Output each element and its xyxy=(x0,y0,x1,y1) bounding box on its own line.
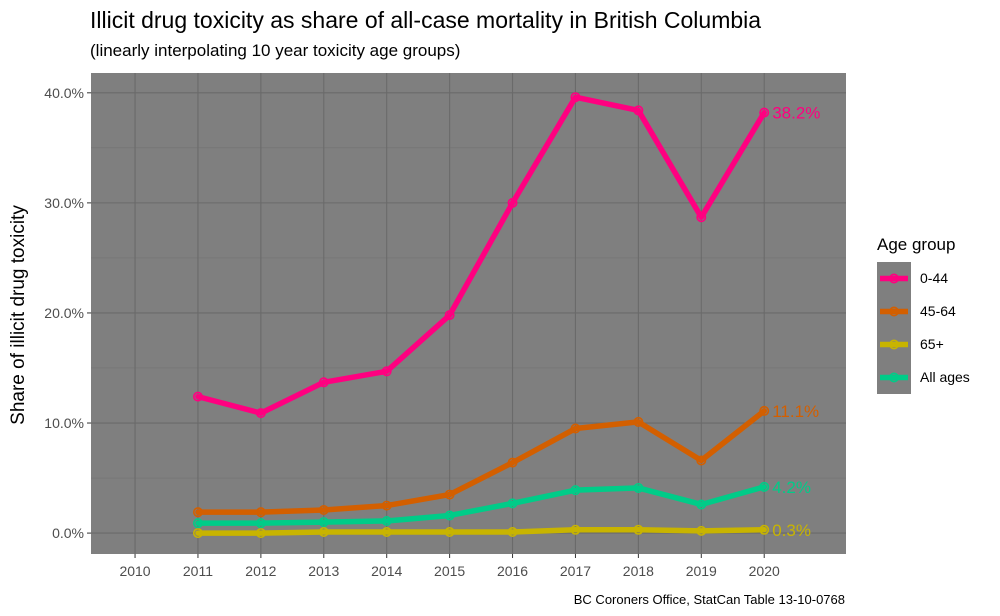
data-point xyxy=(759,524,770,535)
data-point xyxy=(444,310,455,321)
legend-key-point xyxy=(888,339,899,350)
data-point xyxy=(507,197,518,208)
data-point xyxy=(570,423,581,434)
data-point xyxy=(381,366,392,377)
x-tick-label: 2020 xyxy=(749,563,780,579)
chart-subtitle: (linearly interpolating 10 year toxicity… xyxy=(90,41,460,60)
plot-panel xyxy=(91,73,846,554)
y-axis: 0.0% 10.0% 20.0% 30.0% 40.0% xyxy=(44,85,91,541)
chart-caption: BC Coroners Office, StatCan Table 13-10-… xyxy=(574,592,845,607)
data-point xyxy=(633,524,644,535)
data-point xyxy=(507,526,518,537)
x-tick-label: 2011 xyxy=(183,563,213,579)
x-axis: 2010 2011 2012 2013 2014 2015 2016 2017 2018 2019… xyxy=(119,554,780,579)
legend-label: 45-64 xyxy=(920,303,956,319)
data-point xyxy=(759,481,770,492)
end-value-label: 38.2% xyxy=(772,104,820,123)
x-tick-label: 2013 xyxy=(308,563,339,579)
chart-title: Illicit drug toxicity as share of all-ca… xyxy=(90,7,761,33)
y-tick-label: 10.0% xyxy=(44,415,84,431)
data-point xyxy=(570,524,581,535)
data-point xyxy=(381,515,392,526)
y-tick-label: 0.0% xyxy=(52,525,84,541)
data-point xyxy=(570,92,581,103)
series-line xyxy=(195,94,767,416)
data-point xyxy=(192,518,203,529)
end-labels: 38.2% 11.1% 0.3% 4.2% xyxy=(772,104,820,540)
legend: 0-44 45-64 65+ All ages xyxy=(877,262,970,394)
data-point xyxy=(507,457,518,468)
end-value-label: 11.1% xyxy=(772,402,819,421)
end-value-label: 4.2% xyxy=(772,478,811,497)
data-point xyxy=(759,405,770,416)
x-tick-label: 2018 xyxy=(623,563,654,579)
series-line xyxy=(195,527,767,536)
data-point xyxy=(192,391,203,402)
legend-key-point xyxy=(888,306,899,317)
legend-label: 65+ xyxy=(920,336,944,352)
legend-key-point xyxy=(888,273,899,284)
series-line xyxy=(195,484,767,526)
x-tick-label: 2010 xyxy=(119,563,150,579)
data-point xyxy=(444,510,455,521)
data-point xyxy=(507,498,518,509)
data-point xyxy=(696,212,707,223)
data-point xyxy=(255,507,266,518)
data-point xyxy=(255,528,266,539)
y-axis-label: Share of illicit drug toxicity xyxy=(8,205,29,425)
data-point xyxy=(255,408,266,419)
data-point xyxy=(633,416,644,427)
data-point xyxy=(318,526,329,537)
data-point xyxy=(444,489,455,500)
data-point xyxy=(192,507,203,518)
legend-label: 0-44 xyxy=(920,270,948,286)
data-point xyxy=(696,499,707,510)
x-tick-label: 2014 xyxy=(371,563,402,579)
x-tick-label: 2012 xyxy=(245,563,276,579)
data-point xyxy=(381,526,392,537)
data-point xyxy=(633,482,644,493)
data-point xyxy=(570,485,581,496)
data-point xyxy=(633,105,644,116)
data-point xyxy=(318,377,329,388)
legend-title: Age group xyxy=(877,235,955,254)
y-tick-label: 40.0% xyxy=(44,85,84,101)
data-point xyxy=(444,526,455,537)
data-point xyxy=(381,500,392,511)
legend-key-point xyxy=(888,372,899,383)
series-line xyxy=(195,408,767,515)
legend-label: All ages xyxy=(920,369,970,385)
series-lines xyxy=(195,94,767,536)
data-point xyxy=(318,517,329,528)
data-point xyxy=(696,455,707,466)
end-value-label: 0.3% xyxy=(772,521,811,540)
x-tick-label: 2017 xyxy=(560,563,591,579)
data-point xyxy=(318,504,329,515)
data-point xyxy=(255,518,266,529)
data-point xyxy=(696,525,707,536)
data-point xyxy=(759,107,770,118)
y-tick-label: 30.0% xyxy=(44,195,84,211)
series-points xyxy=(192,92,770,539)
x-tick-label: 2019 xyxy=(686,563,717,579)
data-point xyxy=(192,528,203,539)
x-tick-label: 2015 xyxy=(434,563,465,579)
y-tick-label: 20.0% xyxy=(44,305,84,321)
x-tick-label: 2016 xyxy=(497,563,528,579)
